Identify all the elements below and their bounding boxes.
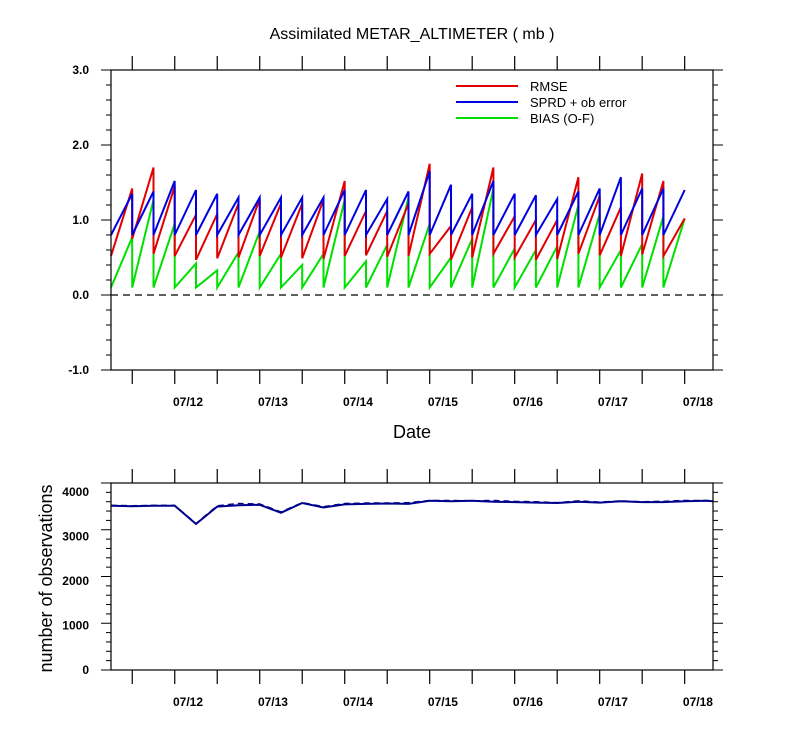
- y-tick-label: 0: [82, 663, 89, 677]
- y-tick-label: -1.0: [68, 363, 89, 377]
- x-tick-label: 07/12: [173, 395, 203, 409]
- top-x-tick-labels: 07/12 07/13 07/14 07/15 07/16 07/17 07/18: [173, 395, 713, 409]
- x-tick-label: 07/17: [598, 695, 628, 709]
- obs-line-solid: [110, 499, 714, 526]
- bottom-x-tick-labels: 07/12 07/13 07/14 07/15 07/16 07/17 07/18: [173, 695, 713, 709]
- x-tick-label: 07/12: [173, 695, 203, 709]
- y-tick-label: 3.0: [72, 63, 89, 77]
- y-tick-label: 1.0: [72, 213, 89, 227]
- x-tick-label: 07/17: [598, 395, 628, 409]
- y-tick-label: 4000: [62, 485, 89, 499]
- x-tick-label: 07/14: [343, 695, 373, 709]
- series-line-bias-o-f: [110, 188, 686, 292]
- x-tick-label: 07/18: [683, 695, 713, 709]
- x-tick-label: 07/16: [513, 695, 543, 709]
- y-tick-label: 3000: [62, 529, 89, 543]
- x-axis-label: Date: [393, 422, 431, 442]
- rmse-chart: Assimilated METAR_ALTIMETER ( mb ) -1.0 0…: [68, 26, 723, 442]
- bottom-y-tick-labels: 0 1000 2000 3000 4000: [62, 485, 89, 677]
- x-tick-label: 07/15: [428, 395, 458, 409]
- legend-label: RMSE: [530, 79, 568, 94]
- top-plot-frame: [110, 69, 714, 371]
- legend-label: BIAS (O-F): [530, 111, 594, 126]
- top-series-group: [110, 163, 686, 292]
- bottom-series-group: [110, 499, 714, 526]
- chart-title: Assimilated METAR_ALTIMETER ( mb ): [270, 26, 555, 43]
- x-tick-label: 07/13: [258, 395, 288, 409]
- top-tick-marks: [101, 56, 723, 384]
- obs-line-dashed: [110, 499, 714, 525]
- x-tick-label: 07/14: [343, 395, 373, 409]
- bottom-plot-frame: [110, 482, 714, 671]
- x-tick-label: 07/15: [428, 695, 458, 709]
- top-y-tick-labels: -1.0 0.0 1.0 2.0 3.0: [68, 63, 89, 377]
- series-line-rmse: [110, 163, 686, 262]
- x-tick-label: 07/18: [683, 395, 713, 409]
- legend-label: SPRD + ob error: [530, 95, 627, 110]
- y-tick-label: 1000: [62, 618, 89, 632]
- y-tick-label: 2000: [62, 574, 89, 588]
- bottom-tick-marks: [101, 469, 723, 684]
- x-tick-label: 07/13: [258, 695, 288, 709]
- y-axis-label: number of observations: [36, 484, 56, 672]
- series-line-sprd-ob-error: [110, 170, 686, 239]
- y-tick-label: 2.0: [72, 138, 89, 152]
- y-tick-label: 0.0: [72, 288, 89, 302]
- x-tick-label: 07/16: [513, 395, 543, 409]
